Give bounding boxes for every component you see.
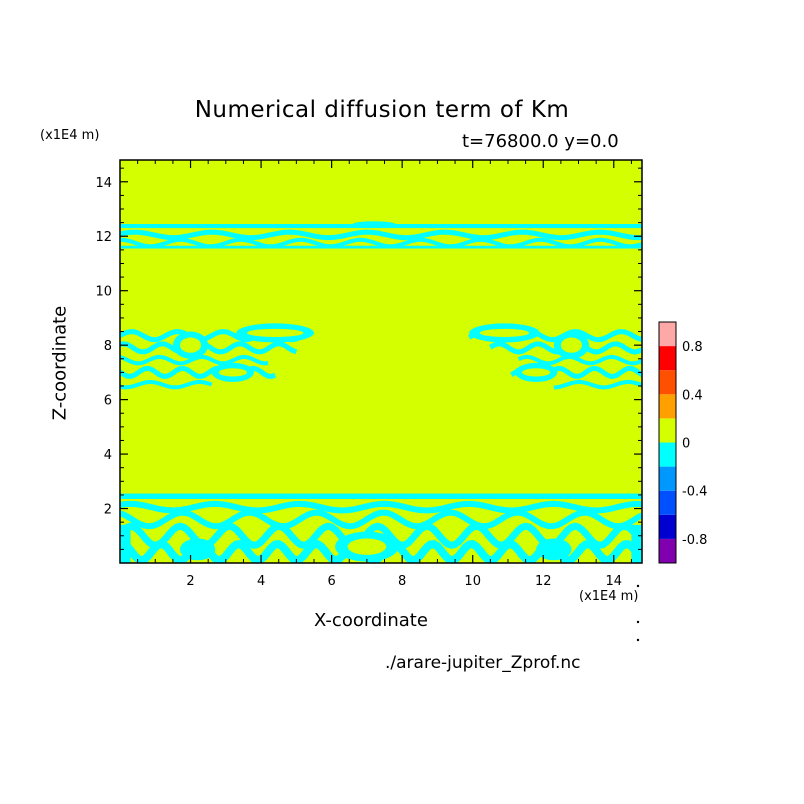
x-tick-label: 14 bbox=[606, 574, 623, 589]
right-cells-oval-hole bbox=[479, 328, 530, 337]
colorbar-segment bbox=[659, 490, 676, 515]
right-cells-oval-2-hole bbox=[522, 368, 551, 377]
lower-band-wave-2 bbox=[120, 509, 642, 530]
left-cells-row bbox=[120, 341, 298, 355]
lower-band-left-edge bbox=[120, 524, 131, 563]
axis-marker-dot bbox=[636, 584, 640, 588]
colorbar-tick-label: 0.8 bbox=[682, 340, 703, 355]
left-cells-row bbox=[120, 354, 269, 366]
right-cells-ring-hole bbox=[560, 337, 583, 353]
x-tick-label: 4 bbox=[257, 574, 265, 589]
x-tick-label: 6 bbox=[327, 574, 335, 589]
x-axis-unit: (x1E4 m) bbox=[579, 589, 639, 604]
lower-band-center-ring-hole bbox=[347, 538, 387, 555]
upper-band-base bbox=[120, 245, 642, 249]
x-axis-label: X-coordinate bbox=[314, 610, 428, 631]
contour-fill bbox=[120, 221, 642, 563]
y-tick-label: 8 bbox=[104, 339, 112, 354]
colorbar-tick-label: 0 bbox=[682, 437, 690, 452]
x-tick-label: 12 bbox=[535, 574, 552, 589]
colorbar-segment bbox=[659, 394, 676, 419]
left-cells-oval-hole bbox=[246, 328, 304, 337]
right-cells-row bbox=[553, 379, 642, 390]
axes: 2 4 6 8 10 12 14 2 4 6 8 10 12 14 bbox=[95, 160, 642, 642]
lower-band-wave-1 bbox=[120, 500, 642, 514]
y-tick-label: 2 bbox=[104, 503, 112, 518]
plot-frame bbox=[119, 159, 643, 564]
x-tick-label: 2 bbox=[186, 574, 194, 589]
colorbar-segment bbox=[659, 514, 676, 539]
chart-title: Numerical diffusion term of Km bbox=[194, 97, 570, 123]
left-cells-ring-hole bbox=[179, 337, 202, 353]
y-axis-unit: (x1E4 m) bbox=[40, 128, 100, 143]
colorbar-segment bbox=[659, 322, 676, 347]
x-tick-label: 10 bbox=[464, 574, 481, 589]
lower-band-right-edge bbox=[631, 524, 642, 563]
x-tick-label: 8 bbox=[398, 574, 406, 589]
colorbar-segment bbox=[659, 370, 676, 395]
upper-band-bump bbox=[352, 221, 396, 227]
colorbar-segment bbox=[659, 466, 676, 491]
colorbar-segment bbox=[659, 418, 676, 443]
y-tick-label: 4 bbox=[104, 448, 112, 463]
y-tick-label: 10 bbox=[95, 285, 112, 300]
chart-subtitle: t=76800.0 y=0.0 bbox=[462, 131, 619, 152]
colorbar-frame bbox=[658, 321, 677, 564]
y-tick-label: 6 bbox=[104, 394, 112, 409]
colorbar-tick-label: -0.4 bbox=[682, 485, 707, 500]
source-file-label: ./arare-jupiter_Zprof.nc bbox=[385, 653, 581, 673]
left-cells-row bbox=[120, 380, 213, 390]
lower-band-top bbox=[120, 493, 642, 500]
y-axis-label: Z-coordinate bbox=[49, 305, 71, 421]
colorbar-segment bbox=[659, 538, 676, 563]
lower-band-left-blob bbox=[179, 538, 216, 561]
left-cells-oval-2-hole bbox=[218, 368, 247, 377]
upper-band-wave-1 bbox=[120, 229, 642, 241]
y-tick-label: 14 bbox=[95, 176, 112, 191]
colorbar-tick-label: 0.4 bbox=[682, 388, 703, 403]
colorbar-segment bbox=[659, 346, 676, 371]
axis-marker-dot bbox=[636, 620, 640, 624]
colorbar-segment bbox=[659, 442, 676, 467]
axis-marker-dot bbox=[636, 638, 640, 642]
y-tick-label: 12 bbox=[95, 230, 112, 245]
lower-band-right-blob bbox=[536, 538, 572, 561]
colorbar-tick-label: -0.8 bbox=[682, 533, 707, 548]
right-cells-row bbox=[517, 354, 642, 366]
colorbar: -0.8 -0.4 0 0.4 0.8 bbox=[658, 321, 707, 564]
